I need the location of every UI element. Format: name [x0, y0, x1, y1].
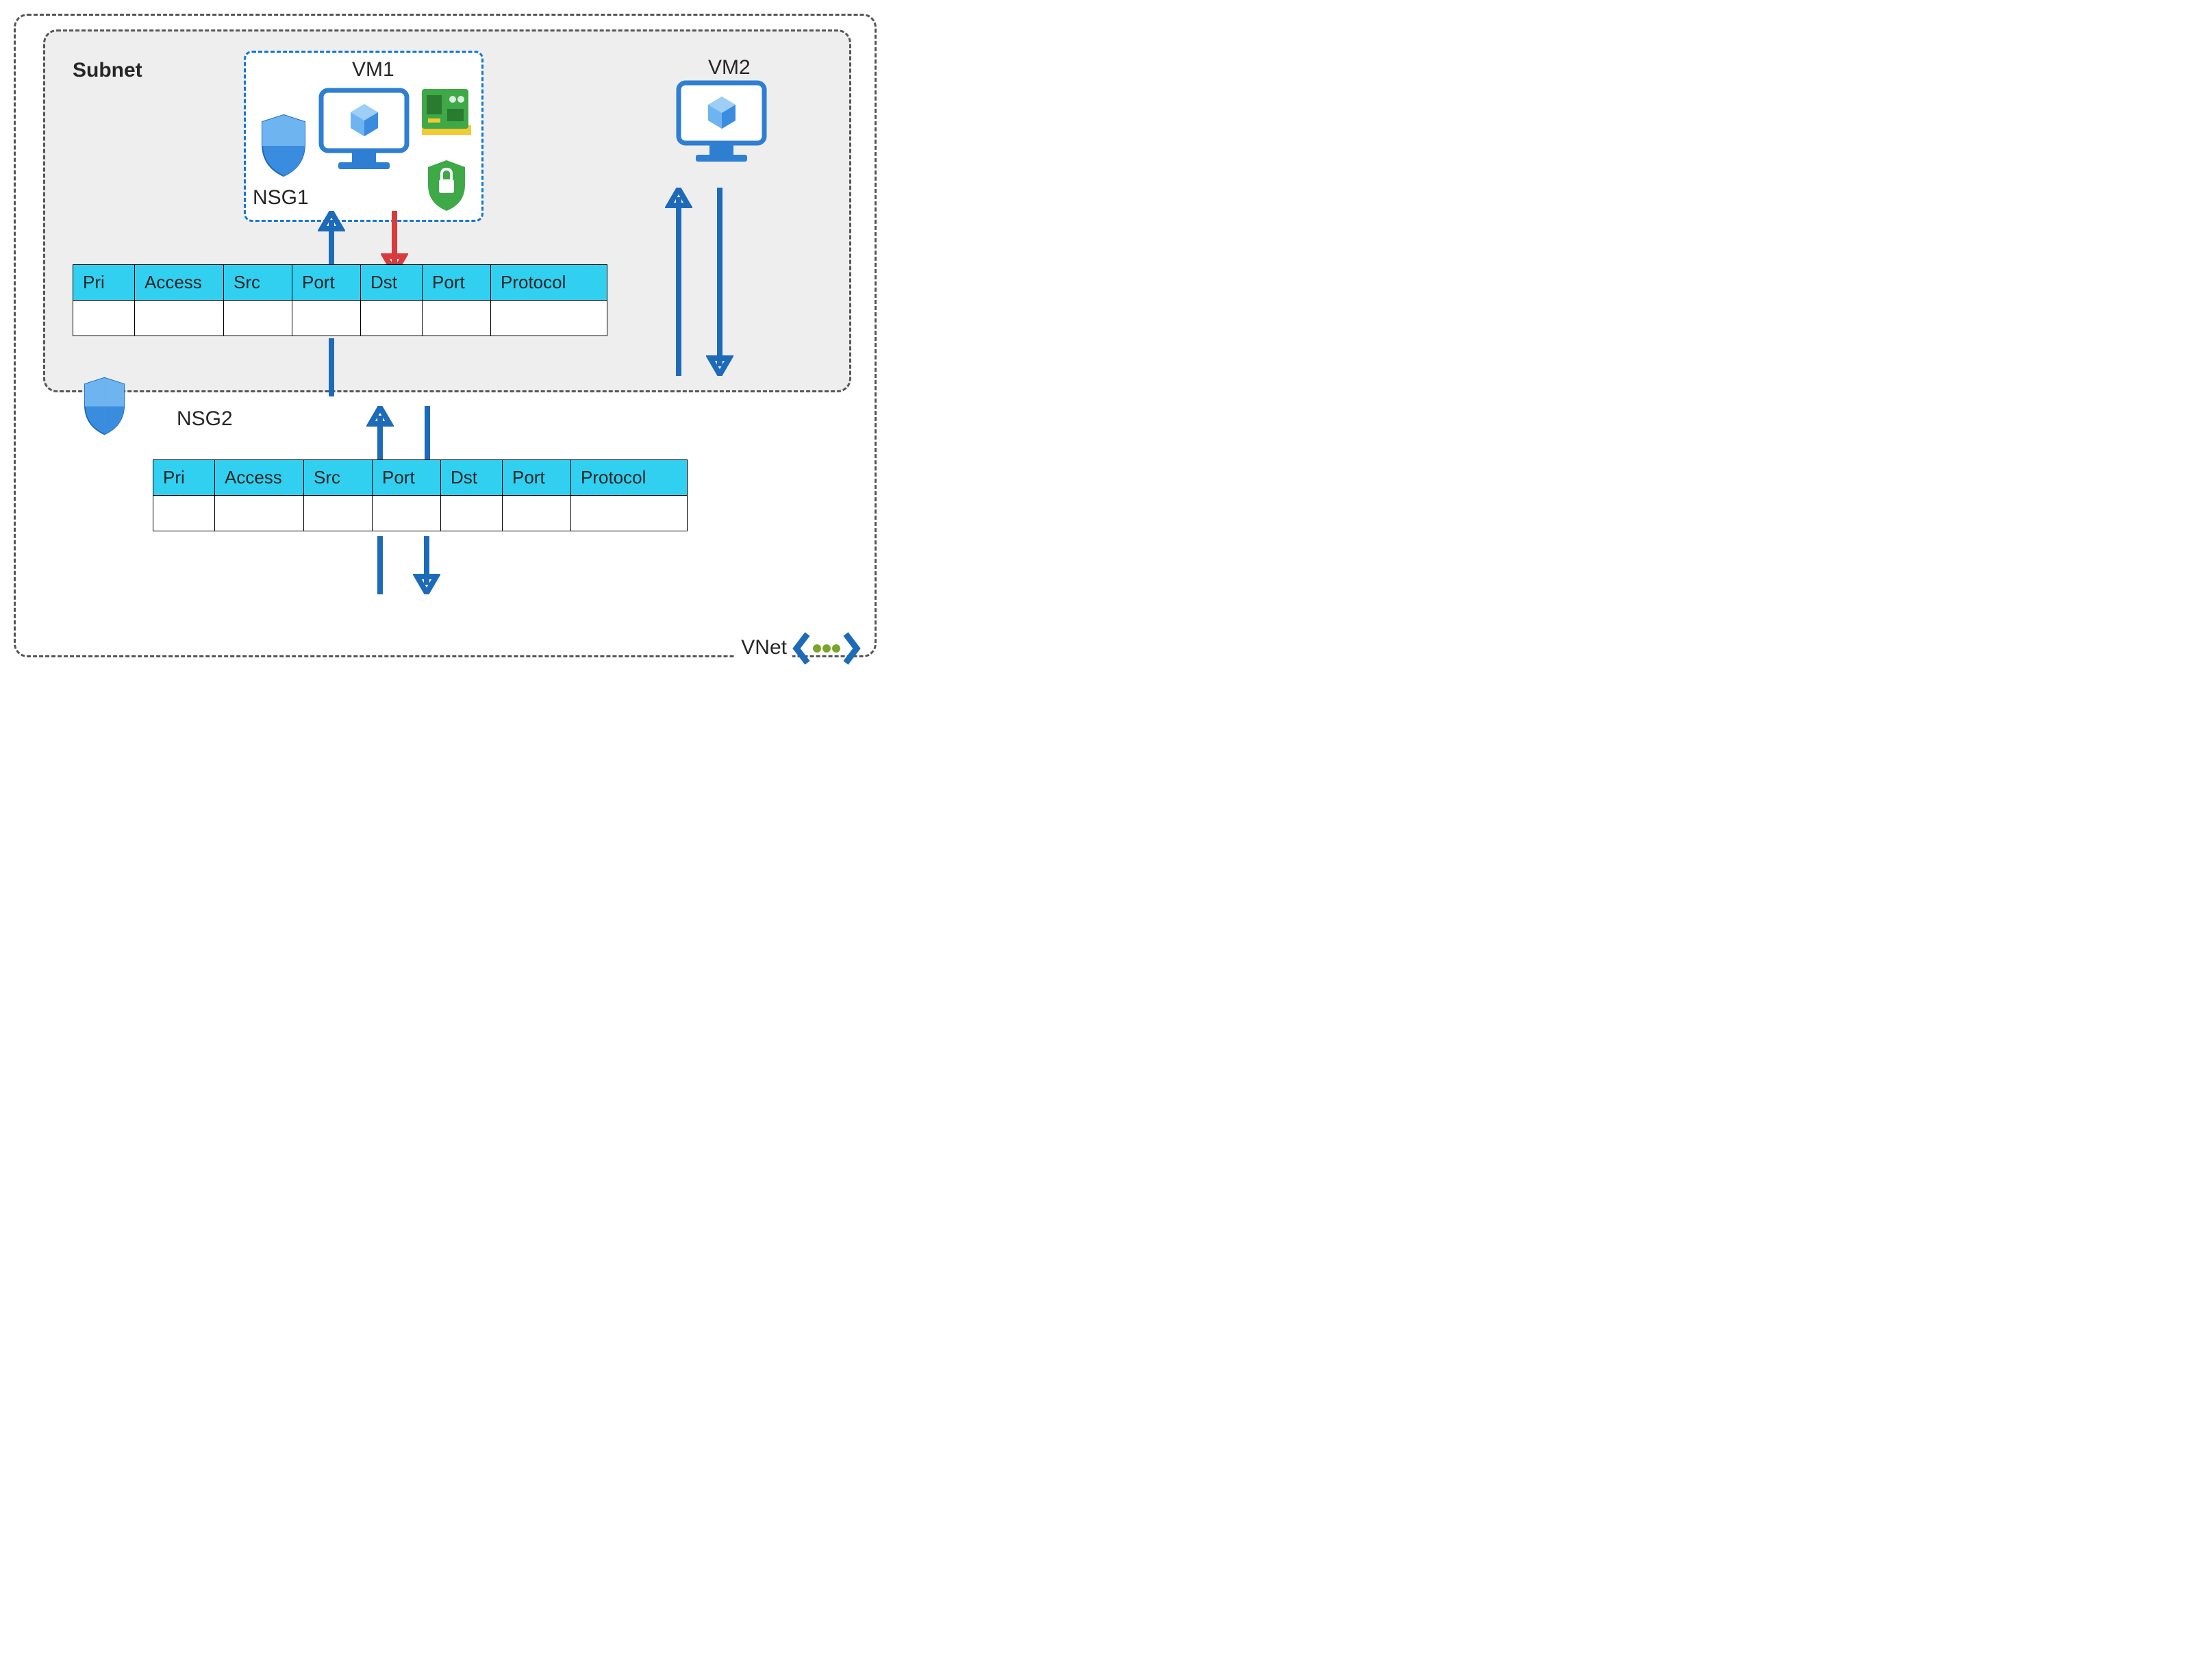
col-access: Access — [135, 265, 224, 301]
lock-shield-icon — [424, 159, 469, 212]
line-icon — [425, 406, 430, 464]
col-pri: Pri — [73, 265, 135, 301]
line-icon — [377, 536, 383, 594]
table-header-row: Pri Access Src Port Dst Port Protocol — [73, 265, 607, 301]
shield-icon — [258, 113, 310, 178]
col-src: Src — [224, 265, 292, 301]
subnet-boundary: Subnet VM1 NSG1 — [43, 29, 851, 392]
vm1-box: VM1 NSG1 — [244, 51, 483, 222]
arrow-up-icon — [665, 188, 692, 376]
col-protocol: Protocol — [571, 460, 688, 496]
arrow-down-icon — [413, 536, 440, 594]
monitor-icon — [318, 87, 410, 173]
col-dst: Dst — [441, 460, 503, 496]
vnet-boundary: Subnet VM1 NSG1 — [14, 14, 877, 657]
vm2-label: VM2 — [708, 56, 751, 79]
col-port: Port — [373, 460, 441, 496]
col-protocol: Protocol — [491, 265, 607, 301]
table-header-row: Pri Access Src Port Dst Port Protocol — [153, 460, 688, 496]
col-port2: Port — [503, 460, 571, 496]
table-row — [73, 301, 607, 336]
nsg1-rules-table: Pri Access Src Port Dst Port Protocol — [73, 264, 607, 336]
col-src: Src — [304, 460, 373, 496]
shield-icon — [81, 376, 129, 436]
nsg2-rules-table: Pri Access Src Port Dst Port Protocol — [153, 459, 688, 531]
col-port: Port — [292, 265, 361, 301]
col-pri: Pri — [153, 460, 215, 496]
col-access: Access — [215, 460, 304, 496]
subnet-label: Subnet — [73, 59, 142, 82]
col-port2: Port — [423, 265, 491, 301]
nsg2-label: NSG2 — [177, 407, 233, 431]
col-dst: Dst — [361, 265, 423, 301]
nsg1-label: NSG1 — [253, 186, 309, 210]
arrow-down-icon — [706, 188, 733, 376]
vnet-label: VNet — [736, 636, 792, 659]
line-icon — [329, 338, 334, 396]
vnet-icon — [792, 630, 861, 668]
nic-card-icon — [418, 86, 475, 139]
monitor-icon — [675, 79, 768, 165]
arrow-up-icon — [366, 406, 394, 464]
vm1-label: VM1 — [352, 58, 394, 81]
table-row — [153, 496, 688, 531]
